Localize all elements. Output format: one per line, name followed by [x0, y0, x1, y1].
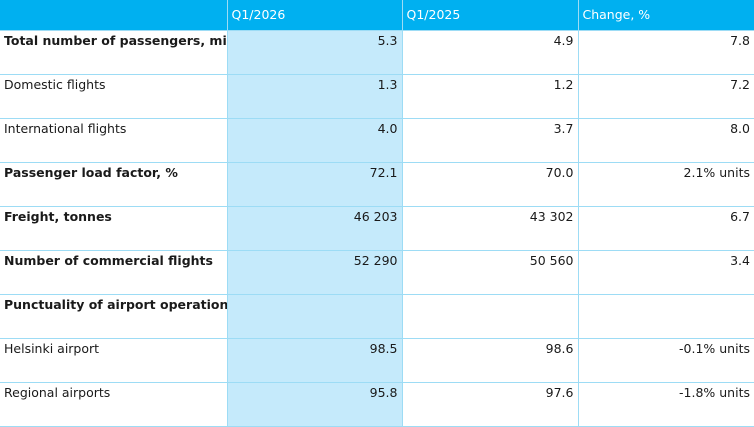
- table-row: Total number of passengers, million 5.3 …: [0, 29, 754, 75]
- table-header-row: Q1/2026 Q1/2025 Change, %: [0, 0, 754, 30]
- table-row: Number of commercial flights 52 290 50 5…: [0, 249, 754, 295]
- table-row: International flights 4.0 3.7 8.0: [0, 117, 754, 163]
- row-label: Regional airports: [0, 381, 228, 427]
- cell-change: 2.1% units: [577, 161, 754, 207]
- row-label: Total number of passengers, million: [0, 29, 228, 75]
- table-row: Regional airports 95.8 97.6 -1.8% units: [0, 381, 754, 427]
- cell-change: 7.8: [577, 29, 754, 75]
- cell-q1-2026: 95.8: [226, 381, 403, 427]
- row-label: Freight, tonnes: [0, 205, 228, 251]
- cell-q1-2026: 5.3: [226, 29, 403, 75]
- cell-q1-2026: 4.0: [226, 117, 403, 163]
- cell-q1-2025: [401, 293, 579, 339]
- cell-q1-2026: 98.5: [226, 337, 403, 383]
- cell-q1-2025: 50 560: [401, 249, 579, 295]
- cell-q1-2026: 1.3: [226, 73, 403, 119]
- cell-change: 3.4: [577, 249, 754, 295]
- cell-q1-2025: 4.9: [401, 29, 579, 75]
- row-label: Passenger load factor, %: [0, 161, 228, 207]
- cell-q1-2026: [226, 293, 403, 339]
- row-label: Number of commercial flights: [0, 249, 228, 295]
- cell-change: -0.1% units: [577, 337, 754, 383]
- cell-q1-2025: 97.6: [401, 381, 579, 427]
- row-label: Helsinki airport: [0, 337, 228, 383]
- cell-q1-2026: 52 290: [226, 249, 403, 295]
- cell-change: 6.7: [577, 205, 754, 251]
- cell-q1-2025: 1.2: [401, 73, 579, 119]
- row-label: Domestic flights: [0, 73, 228, 119]
- cell-q1-2026: 72.1: [226, 161, 403, 207]
- cell-change: 7.2: [577, 73, 754, 119]
- cell-q1-2025: 98.6: [401, 337, 579, 383]
- header-q1-2025: Q1/2025: [401, 0, 578, 30]
- header-q1-2026: Q1/2026: [226, 0, 402, 30]
- cell-q1-2025: 70.0: [401, 161, 579, 207]
- table-row: Punctuality of airport operations, %: [0, 293, 754, 339]
- table-row: Domestic flights 1.3 1.2 7.2: [0, 73, 754, 119]
- header-label-cell: [0, 0, 227, 30]
- header-change: Change, %: [577, 0, 754, 30]
- row-label: International flights: [0, 117, 228, 163]
- cell-change: [577, 293, 754, 339]
- row-label: Punctuality of airport operations, %: [0, 293, 228, 339]
- cell-change: 8.0: [577, 117, 754, 163]
- cell-change: -1.8% units: [577, 381, 754, 427]
- cell-q1-2026: 46 203: [226, 205, 403, 251]
- cell-q1-2025: 3.7: [401, 117, 579, 163]
- table-row: Freight, tonnes 46 203 43 302 6.7: [0, 205, 754, 251]
- table-row: Passenger load factor, % 72.1 70.0 2.1% …: [0, 161, 754, 207]
- table-row: Helsinki airport 98.5 98.6 -0.1% units: [0, 337, 754, 383]
- cell-q1-2025: 43 302: [401, 205, 579, 251]
